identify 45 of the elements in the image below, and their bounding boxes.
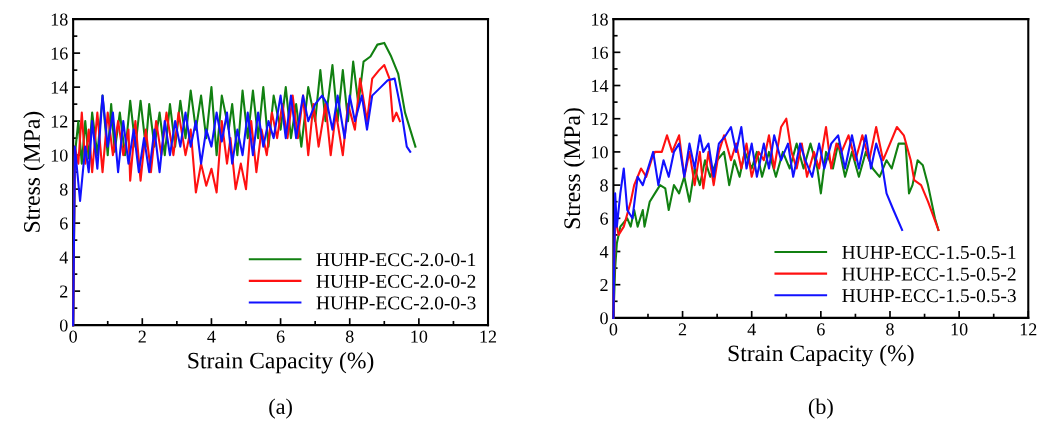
y-tick-label: 6 [600, 212, 609, 225]
y-tick-label: 16 [592, 46, 609, 59]
y-tick-label: 18 [51, 13, 68, 26]
y-tick-label: 8 [59, 183, 68, 196]
text: (b) [808, 398, 833, 419]
text: (a) [269, 398, 292, 419]
y-tick-label: 8 [600, 179, 608, 192]
y-tick-label: 4 [599, 245, 609, 258]
y-axis-title: Stress (MPa) [23, 111, 45, 232]
x-tick-label: 10 [411, 330, 428, 343]
y-tick-label: 2 [60, 285, 68, 298]
y-tick-label: 16 [51, 47, 68, 60]
x-tick-label: 12 [480, 330, 497, 343]
y-tick-label: 12 [51, 115, 68, 128]
y-tick-label: 2 [600, 279, 608, 291]
legend-label: HUHP-ECC-1.5-0.5-3 [842, 289, 1016, 303]
x-tick-label: 2 [678, 323, 687, 336]
x-tick-label: 6 [276, 330, 285, 343]
legend-label: HUHP-ECC-2.0-0-1 [316, 253, 476, 267]
y-tick-label: 0 [600, 312, 608, 325]
legend-label: HUHP-ECC-2.0-0-2 [316, 274, 476, 288]
y-tick-label: 4 [59, 251, 69, 264]
x-tick-label: 10 [951, 323, 968, 336]
y-tick-label: 18 [592, 13, 608, 26]
x-tick-label: 4 [207, 330, 216, 343]
y-tick-label: 12 [592, 113, 608, 125]
y-axis-title: Stress (MPa) [563, 108, 585, 229]
legend-label: HUHP-ECC-2.0-0-3 [316, 296, 476, 310]
x-tick-label: 8 [345, 330, 354, 343]
x-axis-title: Strain Capacity (%) [188, 351, 374, 374]
y-tick-label: 14 [51, 81, 69, 94]
y-tick-label: 10 [51, 149, 68, 162]
x-tick-label: 8 [886, 323, 894, 336]
x-tick-label: 0 [609, 323, 618, 336]
legend-label: HUHP-ECC-1.5-0.5-2 [842, 267, 1016, 281]
x-tick-label: 6 [817, 323, 825, 336]
y-tick-label: 14 [592, 79, 609, 92]
x-axis-title: Strain Capacity (%) [728, 344, 914, 367]
y-tick-label: 10 [592, 146, 608, 159]
x-tick-label: 2 [138, 330, 146, 343]
x-tick-label: 0 [69, 330, 77, 343]
x-tick-label: 4 [747, 323, 756, 336]
y-tick-label: 6 [60, 217, 68, 230]
x-tick-label: 12 [1020, 323, 1037, 336]
legend-label: HUHP-ECC-1.5-0.5-1 [842, 245, 1016, 260]
